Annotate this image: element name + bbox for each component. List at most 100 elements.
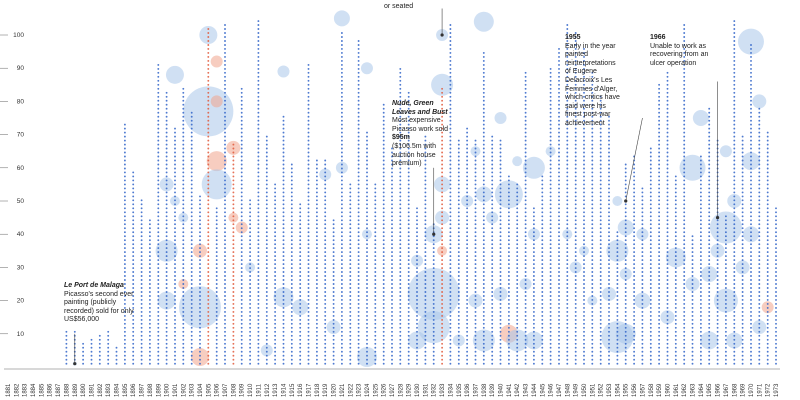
bubble xyxy=(665,247,686,268)
bubble xyxy=(486,211,499,224)
annotation-leader-end xyxy=(440,33,444,37)
y-tick-label: 90 xyxy=(17,65,25,72)
annotation-body: Unable to work as recovering from an ulc… xyxy=(650,42,709,67)
x-tick-label: 1942 xyxy=(515,383,521,397)
x-axis: 1881 1882 1883 1884 1885 1886 1887 1888 1889 1890… xyxy=(4,368,780,397)
x-tick-label: 1924 xyxy=(365,383,371,397)
bubble xyxy=(333,10,350,27)
x-tick-label: 1937 xyxy=(474,383,480,397)
x-tick-label: 1969 xyxy=(741,383,747,397)
y-tick-label: 30 xyxy=(17,264,25,271)
x-tick-label: 1943 xyxy=(524,383,530,397)
x-tick-label: 1952 xyxy=(599,383,605,397)
bubble xyxy=(701,266,718,283)
x-tick-label: 1945 xyxy=(540,383,546,397)
bubble xyxy=(178,212,189,223)
x-tick-label: 1914 xyxy=(282,383,288,397)
annotation-leader xyxy=(625,117,643,202)
x-tick-label: 1896 xyxy=(131,383,137,397)
x-tick-label: 1966 xyxy=(716,383,722,397)
x-tick-label: 1889 xyxy=(73,383,79,397)
bubble xyxy=(612,196,623,206)
bubble xyxy=(319,168,332,181)
bubble xyxy=(470,146,481,157)
x-tick-label: 1903 xyxy=(190,383,196,397)
x-tick-label: 1885 xyxy=(39,383,45,397)
x-tick-label: 1919 xyxy=(323,383,329,397)
y-axis: 10 20 30 40 50 60 70 80 90 100 xyxy=(0,32,24,338)
bubble xyxy=(602,286,617,301)
bubble xyxy=(660,310,675,325)
bubble xyxy=(619,268,632,281)
x-tick-label: 1925 xyxy=(373,383,379,397)
x-tick-label: 1920 xyxy=(332,383,338,397)
x-tick-label: 1968 xyxy=(732,383,738,397)
x-tick-label: 1929 xyxy=(407,383,413,397)
x-tick-label: 1927 xyxy=(390,383,396,397)
bubble xyxy=(210,55,223,68)
x-tick-label: 1973 xyxy=(774,383,780,397)
bubble xyxy=(435,210,450,225)
annotation-body: Early in the year painted reinterpretati… xyxy=(565,42,620,127)
x-tick-label: 1946 xyxy=(549,383,555,397)
x-tick-label: 1892 xyxy=(98,383,104,397)
bubble xyxy=(210,95,223,108)
x-tick-label: 1897 xyxy=(140,383,146,397)
x-tick-label: 1953 xyxy=(607,383,613,397)
x-tick-label: 1955 xyxy=(624,383,630,397)
y-tick-label: 40 xyxy=(17,231,25,238)
x-tick-label: 1972 xyxy=(766,383,772,397)
bubble xyxy=(545,146,556,157)
y-tick-label: 20 xyxy=(17,298,25,305)
x-tick-label: 1964 xyxy=(699,383,705,397)
bubble xyxy=(710,243,725,258)
bubble xyxy=(473,11,494,32)
x-tick-label: 1921 xyxy=(340,383,346,397)
x-tick-label: 1911 xyxy=(256,383,262,397)
x-tick-label: 1941 xyxy=(507,383,513,397)
bubble xyxy=(199,26,218,44)
x-tick-label: 1935 xyxy=(457,383,463,397)
x-tick-label: 1949 xyxy=(574,383,580,397)
annotation-leader-end xyxy=(432,232,436,236)
x-tick-label: 1922 xyxy=(348,383,354,397)
bubble xyxy=(277,65,290,78)
x-tick-label: 1971 xyxy=(757,383,763,397)
x-tick-label: 1959 xyxy=(657,383,663,397)
x-tick-label: 1940 xyxy=(499,383,505,397)
x-tick-label: 1958 xyxy=(649,383,655,397)
x-tick-label: 1893 xyxy=(106,383,112,397)
x-tick-label: 1936 xyxy=(465,383,471,397)
bubble xyxy=(679,154,706,181)
bubble xyxy=(579,245,589,256)
bubble xyxy=(273,287,294,308)
annotation-body: Most expensive Picasso work sold xyxy=(392,117,449,133)
bubble xyxy=(752,94,767,109)
bubble xyxy=(606,239,629,262)
x-tick-label: 1910 xyxy=(248,383,254,397)
x-tick-label: 1928 xyxy=(398,383,404,397)
x-tick-label: 1926 xyxy=(382,383,388,397)
bubble xyxy=(260,344,273,357)
dot-columns-layer xyxy=(65,20,777,365)
x-tick-label: 1965 xyxy=(707,383,713,397)
x-tick-label: 1916 xyxy=(298,383,304,397)
x-tick-label: 1970 xyxy=(749,383,755,397)
annotation-price: $95m xyxy=(392,134,410,142)
x-tick-label: 1888 xyxy=(64,383,70,397)
x-tick-label: 1934 xyxy=(448,383,454,397)
annotation-or-seated: or seated xyxy=(384,3,434,12)
x-tick-label: 1917 xyxy=(307,383,313,397)
bubble xyxy=(193,243,207,258)
x-tick-label: 1894 xyxy=(115,383,121,397)
x-tick-label: 1895 xyxy=(123,383,129,397)
x-tick-label: 1918 xyxy=(315,383,321,397)
bubble xyxy=(527,228,540,241)
y-tick-label: 60 xyxy=(17,165,25,172)
annotation-title: 1966 xyxy=(650,34,666,41)
x-tick-label: 1907 xyxy=(223,383,229,397)
bubble xyxy=(737,28,764,55)
bubble xyxy=(431,73,454,96)
x-tick-label: 1905 xyxy=(206,383,212,397)
